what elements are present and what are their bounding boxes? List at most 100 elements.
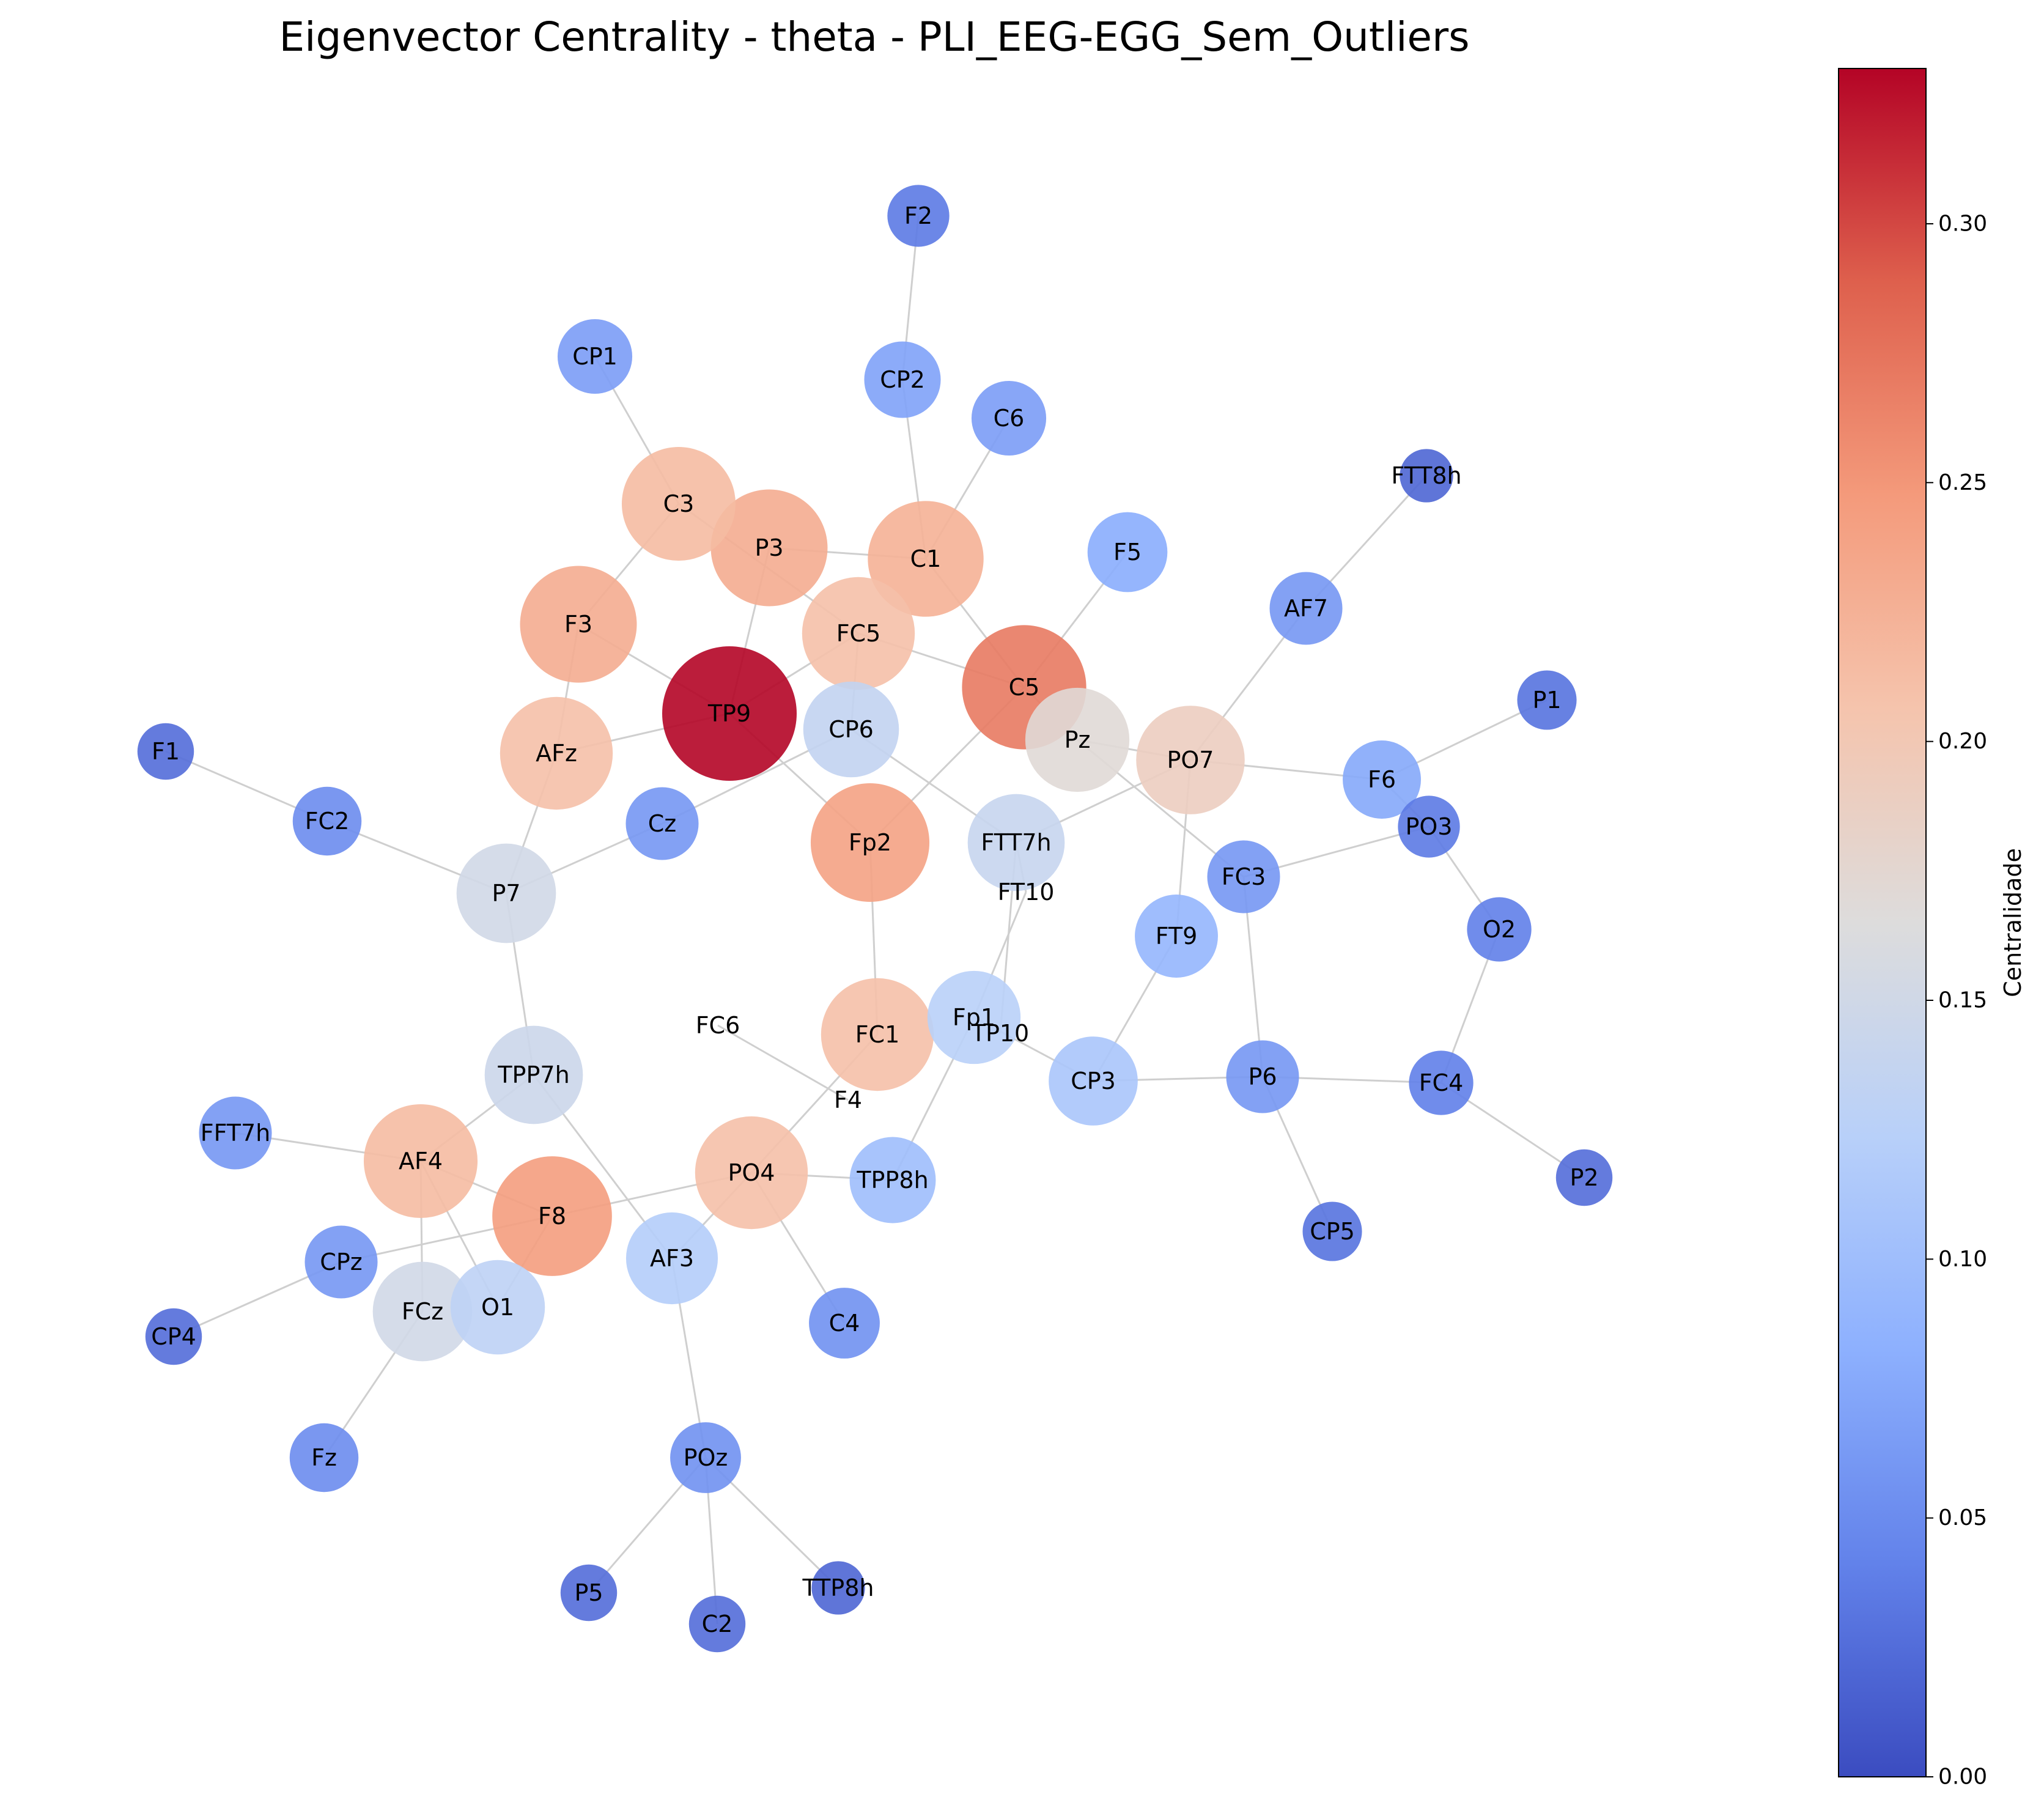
node-FTT7h: [967, 794, 1065, 891]
node-TPP7h: [484, 1025, 583, 1124]
colorbar: 0.00 0.05 0.10 0.15 0.20 0.25 0.30 Centralidad…: [1838, 68, 2026, 1790]
node-circle-TP9: [662, 646, 797, 781]
node-C3: [621, 446, 736, 561]
node-P1: [1517, 670, 1577, 730]
node-circle-FT9: [1135, 895, 1218, 978]
node-label-Fz: Fz: [311, 1444, 337, 1471]
colorbar-tick-label: 0.05: [1938, 1505, 1987, 1530]
node-label-F4: F4: [834, 1087, 862, 1113]
node-label-FCz: FCz: [402, 1298, 443, 1325]
node-label-C2: C2: [702, 1611, 733, 1637]
node-CP6: [803, 681, 899, 778]
node-circle-FFT7h: [199, 1096, 272, 1170]
node-circle-FTT8h: [1400, 449, 1453, 503]
node-O1: [450, 1260, 545, 1355]
node-label-F5: F5: [1113, 539, 1142, 566]
node-circle-P1: [1517, 670, 1577, 730]
node-FC1: [821, 978, 934, 1091]
node-CP5: [1302, 1201, 1362, 1261]
node-circle-C3: [621, 446, 736, 561]
node-label-FTT8h: FTT8h: [1391, 462, 1461, 489]
node-circle-TPP7h: [484, 1025, 583, 1124]
colorbar-tick-label: 0.00: [1938, 1765, 1987, 1790]
node-F8: [492, 1156, 612, 1276]
node-circle-FC5: [802, 577, 915, 690]
node-label-F6: F6: [1368, 766, 1396, 793]
node-Pz: [1025, 687, 1130, 792]
node-FC3: [1207, 840, 1280, 913]
node-label-FC4: FC4: [1419, 1069, 1464, 1096]
node-label-Fp2: Fp2: [849, 829, 891, 856]
node-label-POz: POz: [684, 1444, 728, 1471]
colorbar-label: Centralidade: [1999, 848, 2026, 997]
node-FC5: [802, 577, 915, 690]
node-AFz: [500, 696, 613, 810]
node-label-FC6: FC6: [696, 1012, 740, 1039]
node-circle-FC2: [292, 786, 362, 856]
node-P7: [456, 843, 556, 943]
node-circle-O1: [450, 1260, 545, 1355]
colorbar-ticks: 0.00 0.05 0.10 0.15 0.20 0.25 0.30: [1926, 212, 1987, 1790]
node-AF7: [1269, 572, 1343, 645]
node-P2: [1555, 1149, 1613, 1206]
node-circle-P5: [560, 1564, 618, 1622]
node-label-P1: P1: [1532, 687, 1561, 714]
node-circle-CP1: [557, 319, 633, 394]
node-TPP8h: [849, 1137, 936, 1223]
node-Cz: [625, 787, 699, 860]
node-label-P3: P3: [755, 534, 783, 561]
node-label-TPP8h: TPP8h: [856, 1167, 928, 1194]
node-label-P6: P6: [1248, 1063, 1277, 1090]
node-label-Cz: Cz: [648, 810, 676, 837]
node-label-FC2: FC2: [305, 808, 350, 835]
node-circle-F1: [137, 723, 194, 780]
node-label-TTP8h: TTP8h: [802, 1574, 874, 1601]
node-circle-F6: [1343, 740, 1421, 819]
node-label-FTT7h: FTT7h: [981, 829, 1051, 856]
node-circle-TTP8h: [811, 1561, 865, 1615]
node-circle-CP2: [864, 341, 941, 418]
node-circle-P2: [1555, 1149, 1613, 1206]
node-label-PO4: PO4: [728, 1159, 775, 1186]
node-label-Fp1: Fp1: [953, 1004, 995, 1031]
node-circle-F5: [1087, 512, 1168, 592]
node-label-CP1: CP1: [572, 343, 618, 370]
node-label-F8: F8: [538, 1203, 566, 1230]
node-circle-F8: [492, 1156, 612, 1276]
node-label-TP9: TP9: [707, 700, 751, 727]
chart-title: Eigenvector Centrality - theta - PLI_EEG…: [279, 13, 1469, 61]
node-label-F3: F3: [564, 611, 592, 638]
node-F3: [520, 566, 637, 683]
node-F2: [887, 185, 950, 247]
node-label-F1: F1: [152, 738, 180, 765]
node-label-C3: C3: [663, 490, 695, 517]
node-circle-CPz: [304, 1225, 378, 1299]
node-TTP8h: [811, 1561, 865, 1615]
node-label-AF3: AF3: [650, 1245, 694, 1272]
node-label-C4: C4: [829, 1310, 860, 1337]
node-label-FFT7h: FFT7h: [201, 1120, 271, 1146]
node-circle-C1: [868, 501, 984, 617]
colorbar-tick-label: 0.25: [1938, 470, 1987, 495]
colorbar-tick-label: 0.10: [1938, 1247, 1987, 1272]
node-FCz: [372, 1261, 473, 1362]
node-circle-PO7: [1136, 706, 1245, 814]
edge-FC6-F4: [717, 1024, 849, 1101]
node-circle-F3: [520, 566, 637, 683]
node-TP9: [662, 646, 797, 781]
node-label-P7: P7: [492, 880, 520, 907]
node-FC4: [1409, 1050, 1474, 1115]
node-F6: [1343, 740, 1421, 819]
node-Fp1: [927, 970, 1021, 1065]
node-O2: [1467, 897, 1532, 962]
node-circle-FC4: [1409, 1050, 1474, 1115]
node-label-CP5: CP5: [1310, 1218, 1355, 1245]
node-circle-Fz: [289, 1423, 359, 1493]
node-circle-FC3: [1207, 840, 1280, 913]
colorbar-tick-label: 0.15: [1938, 988, 1987, 1013]
node-label-F2: F2: [904, 202, 932, 229]
node-circle-CP5: [1302, 1201, 1362, 1261]
node-CP1: [557, 319, 633, 394]
node-layer: TP9 C5 F8 Fp2 F3 P3 C1 C3 AF4 FC1 FC5 AFz PO4 PO7 Pz P7…: [137, 185, 1613, 1653]
node-label-P5: P5: [574, 1579, 603, 1606]
